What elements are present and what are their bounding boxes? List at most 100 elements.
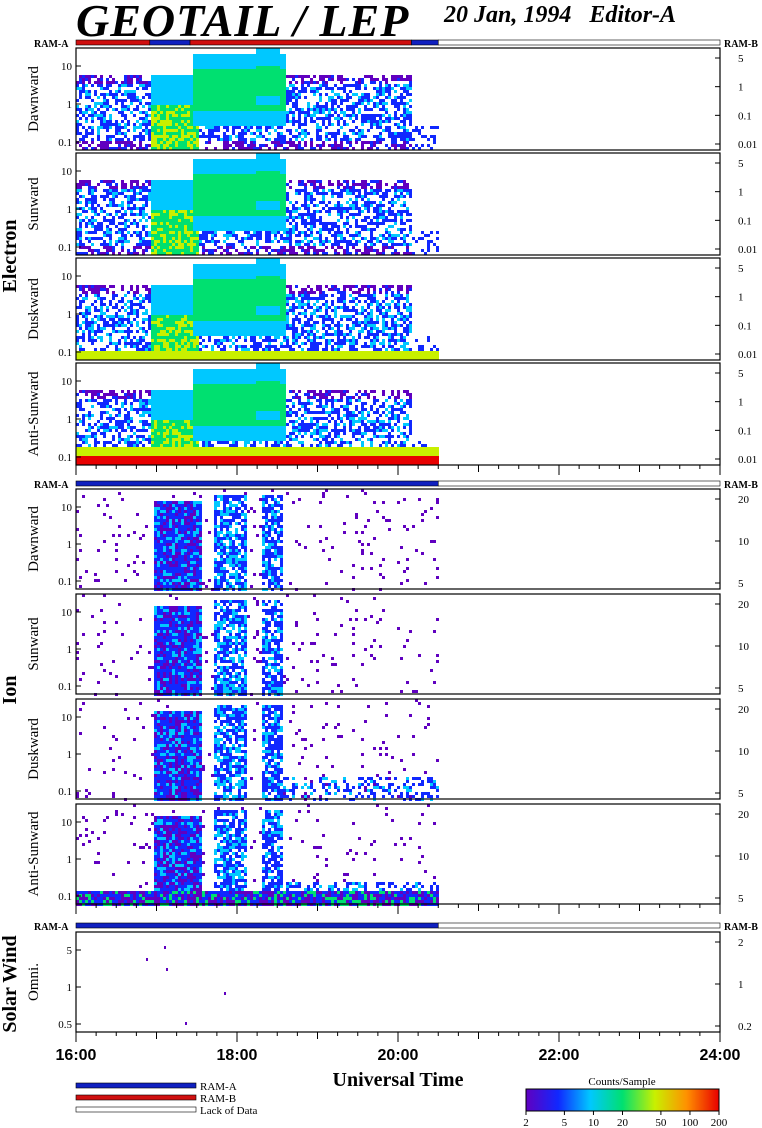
mode-bar-right-label: RAM-B: [724, 922, 758, 933]
group-label: Ion: [0, 676, 21, 705]
y-tick-label-right: 0.01: [738, 139, 757, 151]
mode-bar-segment: [437, 922, 721, 929]
colorbar-gradient: [525, 1088, 720, 1112]
colorbar-title: Counts/Sample: [588, 1076, 655, 1088]
y-tick-label-right: 0.1: [738, 320, 752, 332]
panel-label: Dawnward: [26, 506, 42, 572]
y-tick-label-right: 1: [738, 292, 744, 304]
group-label: Electron: [0, 220, 21, 293]
panel-label: Omni.: [26, 963, 42, 1001]
y-tick-label-left: 1: [67, 414, 73, 426]
panel-frame: [75, 698, 721, 800]
y-tick-label-right: 0.01: [738, 349, 757, 361]
data-point: [146, 958, 148, 961]
y-tick-label-right: 2: [738, 937, 744, 949]
y-tick-label-right: 5: [738, 263, 744, 275]
panel-label: Sunward: [26, 177, 42, 231]
y-tick-label-right: 5: [738, 893, 744, 905]
panel-label: Sunward: [26, 617, 42, 671]
y-tick-label-left: 10: [61, 607, 73, 619]
y-tick-label-left: 0.1: [58, 347, 72, 359]
panel-frame: [75, 257, 721, 361]
panel-frame: [75, 152, 721, 256]
colorbar-tick-label: 200: [711, 1117, 728, 1128]
panel-electron-sunward: 10 1 0.1 5 1 0.1 0.01 Sunward: [26, 152, 757, 256]
colorbar-tick-label: 100: [682, 1117, 699, 1128]
legend-swatch: [75, 1082, 197, 1089]
mode-bar-solar-wind: RAM-A RAM-B: [34, 922, 758, 933]
y-tick-label-right: 5: [738, 53, 744, 65]
mode-bar-left-label: RAM-A: [34, 922, 69, 933]
panel-frame: [75, 931, 721, 1033]
panel-label: Duskward: [26, 718, 42, 780]
y-tick-label-right: 0.1: [738, 215, 752, 227]
y-tick-label-left: 0.1: [58, 137, 72, 149]
y-tick-label-left: 1: [67, 309, 73, 321]
y-tick-label-left: 0.1: [58, 891, 72, 903]
mode-bar-electron: RAM-A RAM-B: [34, 39, 758, 50]
y-tick-label-left: 0.1: [58, 576, 72, 588]
panel-ion-sunward: 10 1 0.1 20 10 5 Sunward: [26, 593, 750, 696]
y-tick-label-right: 0.1: [738, 110, 752, 122]
colorbar-tick-label: 2: [523, 1117, 529, 1128]
data-point: [164, 946, 166, 949]
y-tick-label-left: 10: [61, 502, 73, 514]
y-tick-label-left: 10: [61, 61, 73, 73]
legend-label: RAM-A: [200, 1081, 237, 1093]
mode-bar-segment: [75, 922, 439, 929]
x-tick-label: 18:00: [217, 1047, 258, 1064]
y-tick-label-right: 10: [738, 641, 750, 653]
panel-ion-dawnward: 10 1 0.1 20 10 5 Dawnward: [26, 488, 750, 591]
y-tick-label-left: 1: [67, 99, 73, 111]
x-axis-label: Universal Time: [333, 1069, 464, 1091]
y-tick-label-left: 1: [67, 204, 73, 216]
y-tick-label-left: 0.1: [58, 681, 72, 693]
mode-bar-left-label: RAM-A: [34, 480, 69, 491]
y-tick-label-right: 5: [738, 788, 744, 800]
mode-bar-segment: [437, 480, 721, 487]
legend-label: Lack of Data: [200, 1105, 258, 1117]
date-label: 20 Jan, 1994: [444, 2, 572, 28]
x-tick-label: 24:00: [700, 1047, 741, 1064]
y-tick-label-left: 10: [61, 271, 73, 283]
y-tick-label-left: 5: [67, 945, 73, 957]
y-tick-label-right: 0.01: [738, 454, 757, 466]
y-tick-label-left: 1: [67, 644, 73, 656]
x-tick-label: 20:00: [378, 1047, 419, 1064]
legend-label: RAM-B: [200, 1093, 236, 1105]
panel-frame: [75, 488, 721, 590]
y-tick-label-right: 20: [738, 809, 750, 821]
y-tick-label-left: 10: [61, 166, 73, 178]
y-tick-label-right: 5: [738, 683, 744, 695]
panel-frame: [75, 47, 721, 151]
page-title: GEOTAIL / LEP: [76, 0, 410, 46]
data-point: [166, 968, 168, 971]
panel-frame: [75, 593, 721, 695]
legend-swatch: [75, 1106, 197, 1113]
colorbar-tick-label: 20: [617, 1117, 629, 1128]
colorbar-tick-label: 10: [588, 1117, 600, 1128]
y-tick-label-right: 20: [738, 704, 750, 716]
y-tick-label-right: 10: [738, 746, 750, 758]
y-tick-label-right: 5: [738, 578, 744, 590]
y-tick-label-right: 0.1: [738, 425, 752, 437]
y-tick-label-right: 1: [738, 979, 744, 991]
panel-label: Dawnward: [26, 66, 42, 132]
y-tick-label-left: 1: [67, 539, 73, 551]
mode-bar-ion: RAM-A RAM-B: [34, 480, 758, 491]
panel-label: Duskward: [26, 278, 42, 340]
y-tick-label-right: 5: [738, 368, 744, 380]
panel-ion-anti-sunward: 10 1 0.1 20 10 5 Anti-Sunward: [26, 803, 750, 914]
y-tick-label-left: 1: [67, 982, 73, 994]
y-tick-label-left: 10: [61, 817, 73, 829]
panel-ion-duskward: 10 1 0.1 20 10 5 Duskward: [26, 698, 750, 801]
y-tick-label-right: 20: [738, 494, 750, 506]
y-tick-label-left: 10: [61, 376, 73, 388]
mode-bar-right-label: RAM-B: [724, 480, 758, 491]
y-tick-label-right: 10: [738, 851, 750, 863]
mode-bar-segment: [75, 480, 439, 487]
y-tick-label-right: 1: [738, 397, 744, 409]
data-point: [224, 992, 226, 995]
